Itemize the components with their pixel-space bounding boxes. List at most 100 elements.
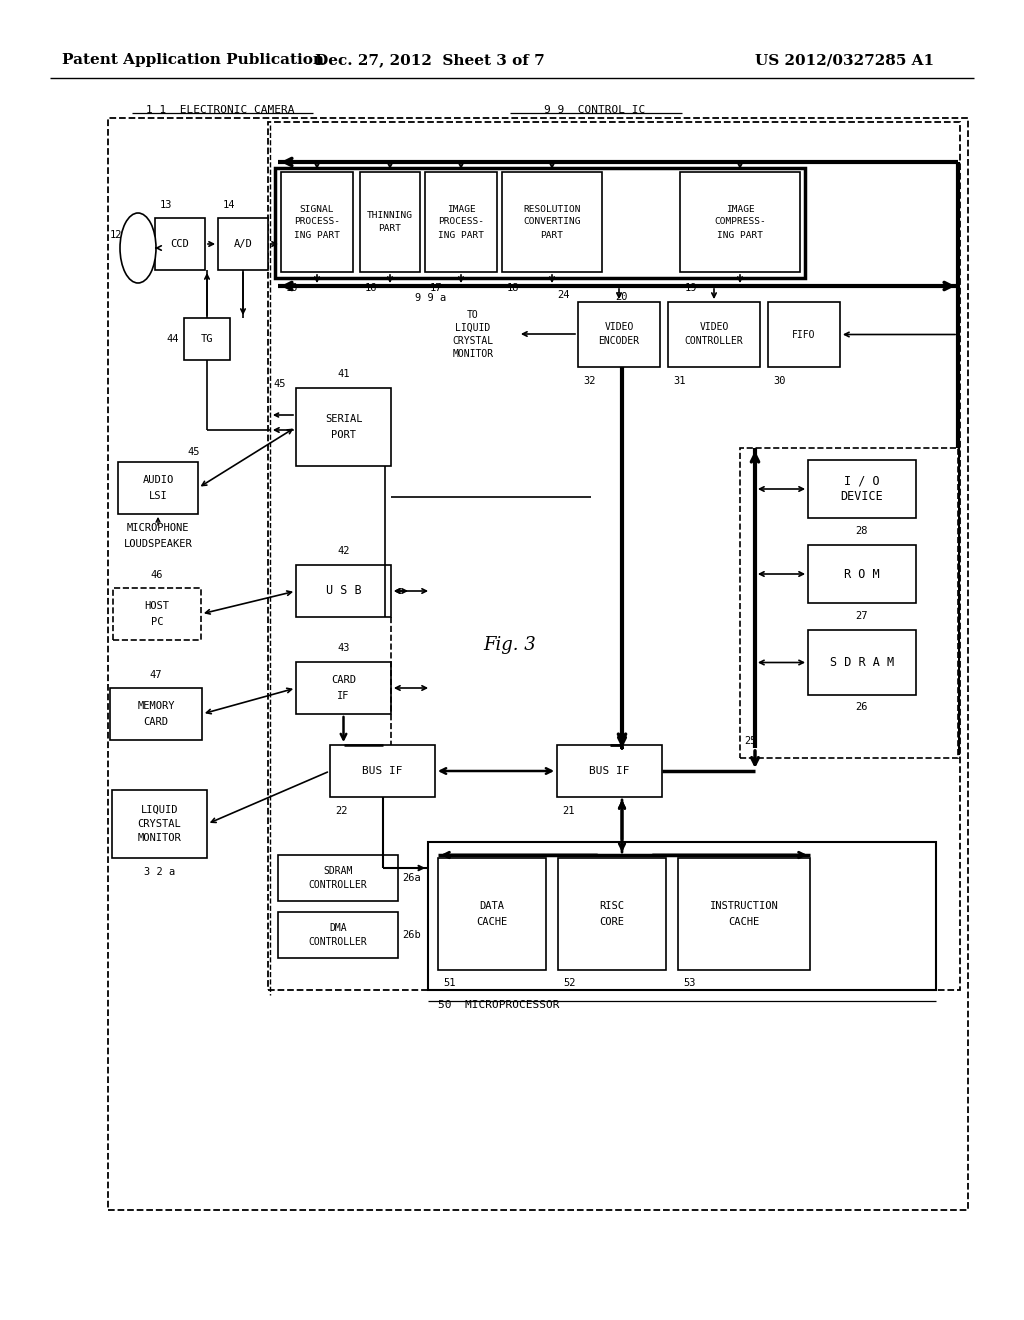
Text: TO: TO — [467, 310, 479, 319]
Bar — [113, 587, 201, 640]
Text: LSI: LSI — [148, 491, 167, 502]
Bar — [680, 172, 800, 272]
Text: CONVERTING: CONVERTING — [523, 218, 581, 227]
Bar — [808, 630, 916, 696]
Text: Fig. 3: Fig. 3 — [483, 636, 537, 653]
Text: CARD: CARD — [331, 675, 356, 685]
Bar — [330, 744, 435, 797]
Text: TG: TG — [201, 334, 213, 345]
Text: MEMORY: MEMORY — [137, 701, 175, 711]
Text: RESOLUTION: RESOLUTION — [523, 205, 581, 214]
Text: A/D: A/D — [233, 239, 252, 249]
Text: PROCESS-: PROCESS- — [294, 218, 340, 227]
Text: INSTRUCTION: INSTRUCTION — [710, 902, 778, 911]
Bar — [110, 688, 202, 741]
Text: DMA: DMA — [329, 923, 347, 933]
Text: COMPRESS-: COMPRESS- — [714, 218, 766, 227]
Bar — [360, 172, 420, 272]
Text: 27: 27 — [856, 611, 868, 620]
Text: 19: 19 — [685, 282, 697, 293]
Text: I / O: I / O — [844, 474, 880, 487]
Text: 45: 45 — [187, 447, 200, 457]
Text: LIQUID: LIQUID — [140, 805, 178, 814]
Text: 25: 25 — [744, 737, 757, 746]
Text: 28: 28 — [856, 525, 868, 536]
Text: 31: 31 — [673, 376, 685, 385]
Bar — [808, 459, 916, 517]
Text: R O M: R O M — [844, 568, 880, 581]
Bar — [155, 218, 205, 271]
Text: 9 9  CONTROL IC: 9 9 CONTROL IC — [545, 106, 645, 115]
Text: 13: 13 — [160, 201, 172, 210]
Bar — [768, 302, 840, 367]
Text: S D R A M: S D R A M — [829, 656, 894, 669]
Text: MICROPHONE: MICROPHONE — [127, 523, 189, 533]
Text: PORT: PORT — [331, 430, 356, 440]
Text: ING PART: ING PART — [717, 231, 763, 239]
Text: 9 9 a: 9 9 a — [415, 293, 446, 304]
Bar — [296, 565, 391, 616]
Text: 30: 30 — [773, 376, 785, 385]
Text: 16: 16 — [365, 282, 378, 293]
Text: DEVICE: DEVICE — [841, 491, 884, 503]
Text: IMAGE: IMAGE — [446, 205, 475, 214]
Text: 44: 44 — [167, 334, 179, 345]
Text: THINNING: THINNING — [367, 211, 413, 220]
Text: SERIAL: SERIAL — [325, 414, 362, 424]
Text: 3 2 a: 3 2 a — [144, 867, 175, 876]
Text: MONITOR: MONITOR — [137, 833, 181, 843]
Bar — [112, 789, 207, 858]
Text: CACHE: CACHE — [476, 917, 508, 927]
Text: PART: PART — [379, 224, 401, 234]
Text: PC: PC — [151, 616, 163, 627]
Text: CACHE: CACHE — [728, 917, 760, 927]
Bar — [278, 912, 398, 958]
Text: VIDEO: VIDEO — [699, 322, 729, 331]
Text: MONITOR: MONITOR — [453, 348, 494, 359]
Bar — [428, 842, 936, 990]
Text: ING PART: ING PART — [438, 231, 484, 239]
Text: SDRAM: SDRAM — [324, 866, 352, 876]
Text: CRYSTAL: CRYSTAL — [137, 818, 181, 829]
Text: IF: IF — [337, 690, 350, 701]
Text: 41: 41 — [337, 370, 350, 379]
Text: 17: 17 — [430, 282, 442, 293]
Text: FIFO: FIFO — [793, 330, 816, 339]
Text: AUDIO: AUDIO — [142, 475, 174, 484]
Text: 24: 24 — [557, 290, 570, 300]
Bar — [118, 462, 198, 513]
Text: 26: 26 — [856, 702, 868, 711]
Text: 26b: 26b — [402, 931, 421, 940]
Text: 14: 14 — [223, 201, 236, 210]
Text: 51: 51 — [443, 978, 456, 987]
Text: 50  MICROPROCESSOR: 50 MICROPROCESSOR — [438, 1001, 559, 1010]
Text: LIQUID: LIQUID — [456, 323, 490, 333]
Text: LOUDSPEAKER: LOUDSPEAKER — [124, 539, 193, 549]
Text: 1 1  ELECTRONIC CAMERA: 1 1 ELECTRONIC CAMERA — [145, 106, 294, 115]
Text: 12: 12 — [110, 230, 122, 240]
Text: CARD: CARD — [143, 717, 169, 727]
Text: U S B: U S B — [326, 585, 361, 598]
Text: Patent Application Publication: Patent Application Publication — [62, 53, 324, 67]
Text: CONTROLLER: CONTROLLER — [685, 335, 743, 346]
Text: HOST: HOST — [144, 601, 170, 611]
Text: 53: 53 — [683, 978, 695, 987]
Text: 42: 42 — [337, 546, 350, 556]
Text: 52: 52 — [563, 978, 575, 987]
Text: ING PART: ING PART — [294, 231, 340, 239]
Bar — [808, 545, 916, 603]
Text: CONTROLLER: CONTROLLER — [308, 880, 368, 890]
Text: RISC: RISC — [599, 902, 625, 911]
Text: IMAGE: IMAGE — [726, 205, 755, 214]
Bar — [425, 172, 497, 272]
Bar — [678, 858, 810, 970]
Bar — [268, 121, 961, 990]
Text: VIDEO: VIDEO — [604, 322, 634, 331]
Bar — [557, 744, 662, 797]
Bar — [578, 302, 660, 367]
Bar — [275, 168, 805, 279]
Bar — [281, 172, 353, 272]
Bar — [184, 318, 230, 360]
Text: 32: 32 — [583, 376, 596, 385]
Bar — [668, 302, 760, 367]
